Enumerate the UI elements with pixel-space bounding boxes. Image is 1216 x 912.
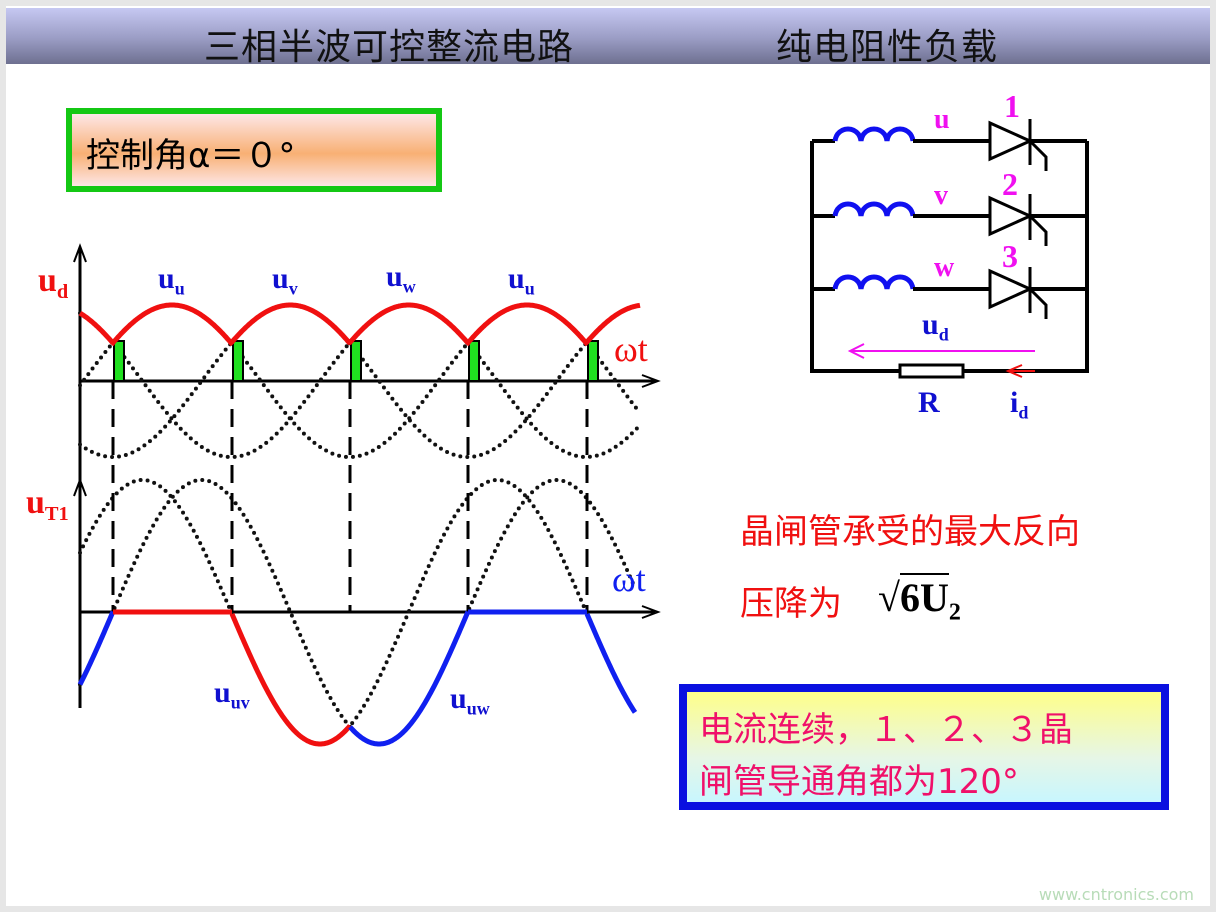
header-bar: 三相半波可控整流电路 纯电阻性负载 xyxy=(6,8,1210,68)
output-voltage-label: ud xyxy=(922,308,949,345)
ud-waveform xyxy=(78,302,641,347)
inductor-icon xyxy=(832,274,916,290)
upper-wt-arrow-icon xyxy=(641,374,661,388)
reverse-voltage-formula: √6U2 xyxy=(878,573,961,626)
thyristor-1-label: 1 xyxy=(1004,88,1020,124)
lower-wt-arrow-icon xyxy=(641,605,661,619)
conduction-note-box: 电流连续，１、２、３晶 闸管导通角都为120° xyxy=(679,684,1169,810)
line-voltage-uw-dotted xyxy=(78,478,637,746)
phase-w-label: w xyxy=(934,252,955,283)
line-voltage-uv-dotted xyxy=(78,478,637,746)
ut1-segment-uw xyxy=(77,610,116,686)
reverse-voltage-line2: 压降为 xyxy=(740,584,842,624)
thyristor-icon xyxy=(988,268,1034,310)
reverse-voltage-line1: 晶闸管承受的最大反向 xyxy=(740,512,1080,552)
thyristor-3-label: 3 xyxy=(1002,238,1018,274)
watermark: www.cntronics.com xyxy=(1038,885,1194,904)
inductor-icon xyxy=(832,201,916,217)
gate-pulse xyxy=(587,340,599,382)
uuw-label: uuw xyxy=(450,682,490,719)
phase-u-label: u xyxy=(934,104,950,135)
lower-wt-label: ωt xyxy=(612,559,646,599)
thyristor-2-label: 2 xyxy=(1002,166,1018,202)
resistor-label: R xyxy=(918,386,940,419)
gate-pulse xyxy=(232,340,244,382)
phase-v-label: v xyxy=(934,180,948,211)
thyristor-gate xyxy=(1028,139,1048,171)
ut1-segment-uv xyxy=(584,612,638,714)
page-subtitle: 纯电阻性负载 xyxy=(776,27,999,68)
phase-label-u2: uu xyxy=(508,262,535,299)
ut1-segment-uw xyxy=(348,610,471,747)
phase-label-w: uw xyxy=(386,260,416,297)
current-label: id xyxy=(1010,386,1029,423)
gate-pulse xyxy=(350,340,362,382)
uuv-label: uuv xyxy=(214,676,250,713)
output-voltage-arrowhead-icon xyxy=(847,343,865,359)
phase-label-v: uv xyxy=(272,262,298,299)
phase-label-u: uu xyxy=(158,262,185,299)
upper-wt-label: ωt xyxy=(614,329,648,369)
inductor-icon xyxy=(832,126,916,142)
control-angle-text: 控制角α＝０° xyxy=(86,136,296,176)
gate-pulse xyxy=(113,340,125,382)
ud-axis-label: ud xyxy=(38,262,69,304)
ut1-segment-uv xyxy=(229,612,352,747)
control-angle-box: 控制角α＝０° xyxy=(66,108,442,192)
resistor-icon xyxy=(898,363,965,379)
page-title: 三相半波可控整流电路 xyxy=(204,27,575,68)
lower-axis-arrow-icon xyxy=(73,477,87,497)
note-line2: 闸管导通角都为120° xyxy=(699,762,1019,802)
current-arrowhead-icon xyxy=(1005,364,1023,378)
gate-pulse xyxy=(468,340,480,382)
upper-axis-arrow-icon xyxy=(73,243,87,263)
thyristor-gate xyxy=(1028,214,1048,246)
phase-voltage-v-dotted xyxy=(78,303,642,459)
thyristor-gate xyxy=(1028,287,1048,319)
thyristor-icon xyxy=(988,195,1034,237)
thyristor-icon xyxy=(988,120,1034,162)
note-line1: 电流连续，１、２、３晶 xyxy=(699,710,1073,750)
ut1-axis-label: uT1 xyxy=(26,484,69,526)
